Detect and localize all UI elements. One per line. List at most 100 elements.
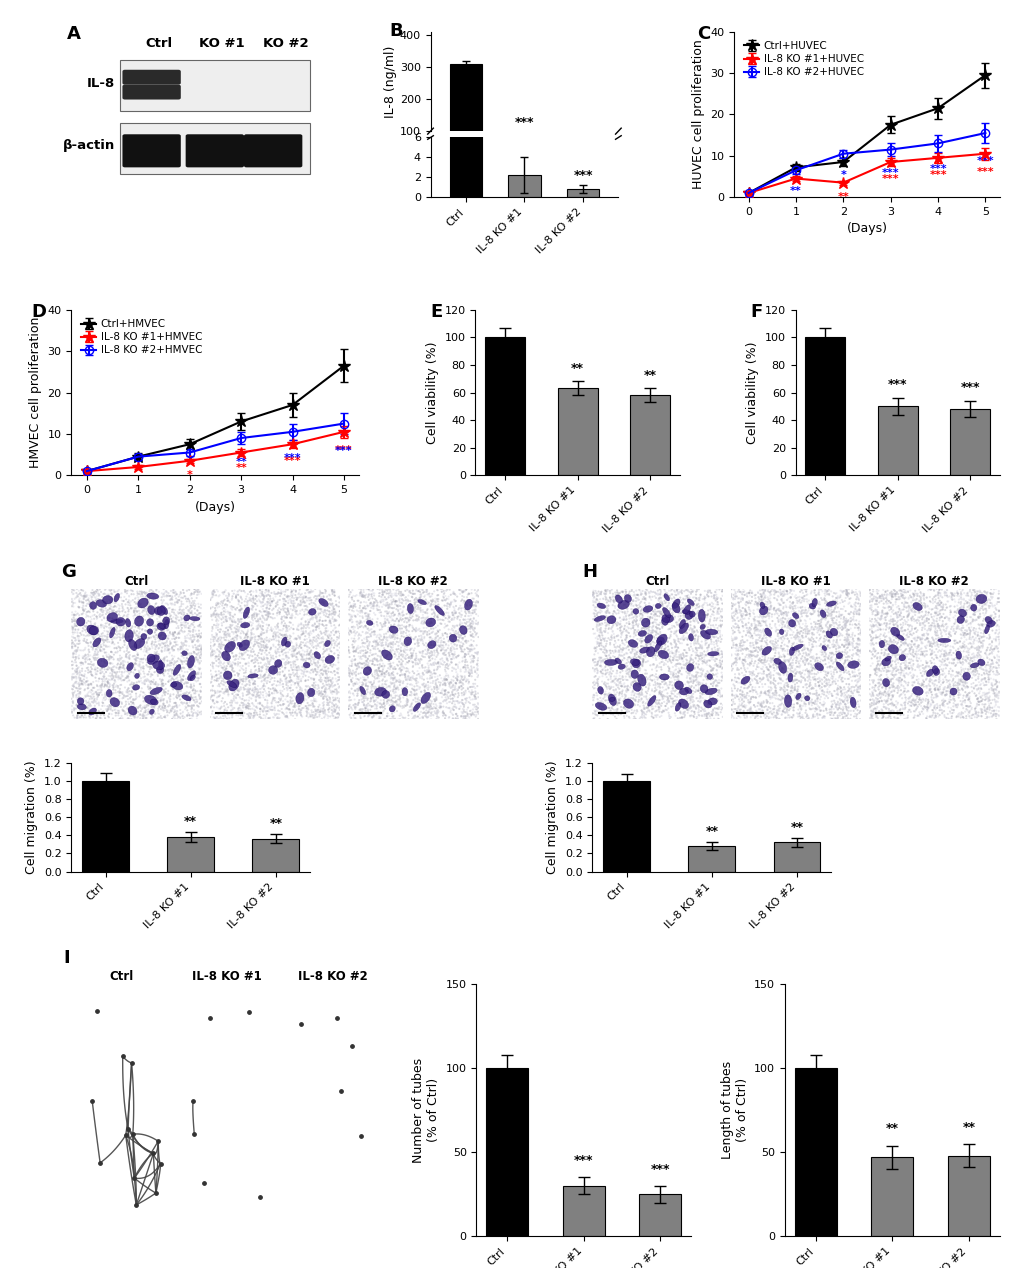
Point <box>438 596 454 616</box>
Point <box>83 633 99 653</box>
Point <box>829 676 846 696</box>
Point <box>960 687 976 708</box>
Point <box>398 686 415 706</box>
Point <box>680 672 696 692</box>
Point <box>606 582 623 602</box>
Point <box>79 625 96 645</box>
Point <box>383 583 399 604</box>
Point <box>420 639 436 659</box>
Point <box>174 694 191 714</box>
Point <box>249 619 265 639</box>
Point <box>833 683 849 704</box>
Point <box>779 590 795 610</box>
Ellipse shape <box>366 620 373 625</box>
Point <box>981 606 998 626</box>
Point <box>880 704 897 724</box>
Point <box>902 587 918 607</box>
Point <box>249 606 265 626</box>
Point <box>206 602 222 623</box>
Point <box>227 612 244 633</box>
Point <box>89 579 105 600</box>
Point <box>789 694 805 714</box>
Point <box>849 634 865 654</box>
Point <box>699 604 715 624</box>
Point <box>427 588 443 609</box>
Point <box>883 596 900 616</box>
Point <box>841 604 857 624</box>
Point <box>316 634 332 654</box>
Point <box>106 689 122 709</box>
Point <box>286 702 303 723</box>
Point <box>317 610 333 630</box>
Point <box>780 686 796 706</box>
Point <box>912 606 928 626</box>
Point <box>233 602 250 623</box>
Point <box>226 682 243 702</box>
Point <box>425 595 441 615</box>
Point <box>354 701 370 721</box>
Point <box>429 700 445 720</box>
Point <box>271 689 287 709</box>
Point <box>648 642 664 662</box>
Point <box>450 699 467 719</box>
Point <box>637 704 653 724</box>
Point <box>285 588 302 609</box>
Point <box>868 600 884 620</box>
Point <box>979 670 996 690</box>
Point <box>97 659 113 680</box>
Point <box>100 629 116 649</box>
Y-axis label: Cell migration (%): Cell migration (%) <box>25 761 39 874</box>
Point <box>708 618 725 638</box>
Point <box>441 672 458 692</box>
Point <box>378 689 394 709</box>
Point <box>955 597 971 618</box>
Point <box>864 686 880 706</box>
Point <box>119 702 136 723</box>
Point <box>416 587 432 607</box>
Point <box>753 644 769 664</box>
Point <box>317 620 333 640</box>
Point <box>874 625 891 645</box>
Point <box>108 663 124 683</box>
Point <box>975 668 991 689</box>
Point <box>415 675 431 695</box>
Point <box>139 598 155 619</box>
Point <box>974 614 990 634</box>
Point <box>969 678 985 699</box>
Point <box>751 581 767 601</box>
Point <box>832 650 848 671</box>
Point <box>244 605 260 625</box>
Point <box>949 618 965 638</box>
Ellipse shape <box>814 663 822 671</box>
Point <box>101 683 117 704</box>
Point <box>157 635 173 656</box>
Point <box>956 672 972 692</box>
Point <box>895 624 911 644</box>
Point <box>607 689 624 709</box>
Point <box>618 653 634 673</box>
Point <box>127 702 144 723</box>
Point <box>374 702 390 723</box>
Point <box>353 708 369 728</box>
Point <box>466 602 482 623</box>
Point <box>407 701 423 721</box>
Point <box>825 607 842 628</box>
Point <box>648 623 664 643</box>
Point <box>760 708 776 728</box>
Point <box>169 656 185 676</box>
Point <box>683 676 699 696</box>
Point <box>464 625 480 645</box>
Point <box>157 639 173 659</box>
Point <box>959 624 975 644</box>
Point <box>832 677 848 697</box>
Point <box>169 592 185 612</box>
Point <box>189 585 205 605</box>
Point <box>775 677 792 697</box>
Point <box>881 672 898 692</box>
Point <box>237 635 254 656</box>
Point <box>218 637 234 657</box>
Point <box>407 583 423 604</box>
Point <box>249 667 265 687</box>
Point <box>291 696 308 716</box>
Point <box>99 592 115 612</box>
